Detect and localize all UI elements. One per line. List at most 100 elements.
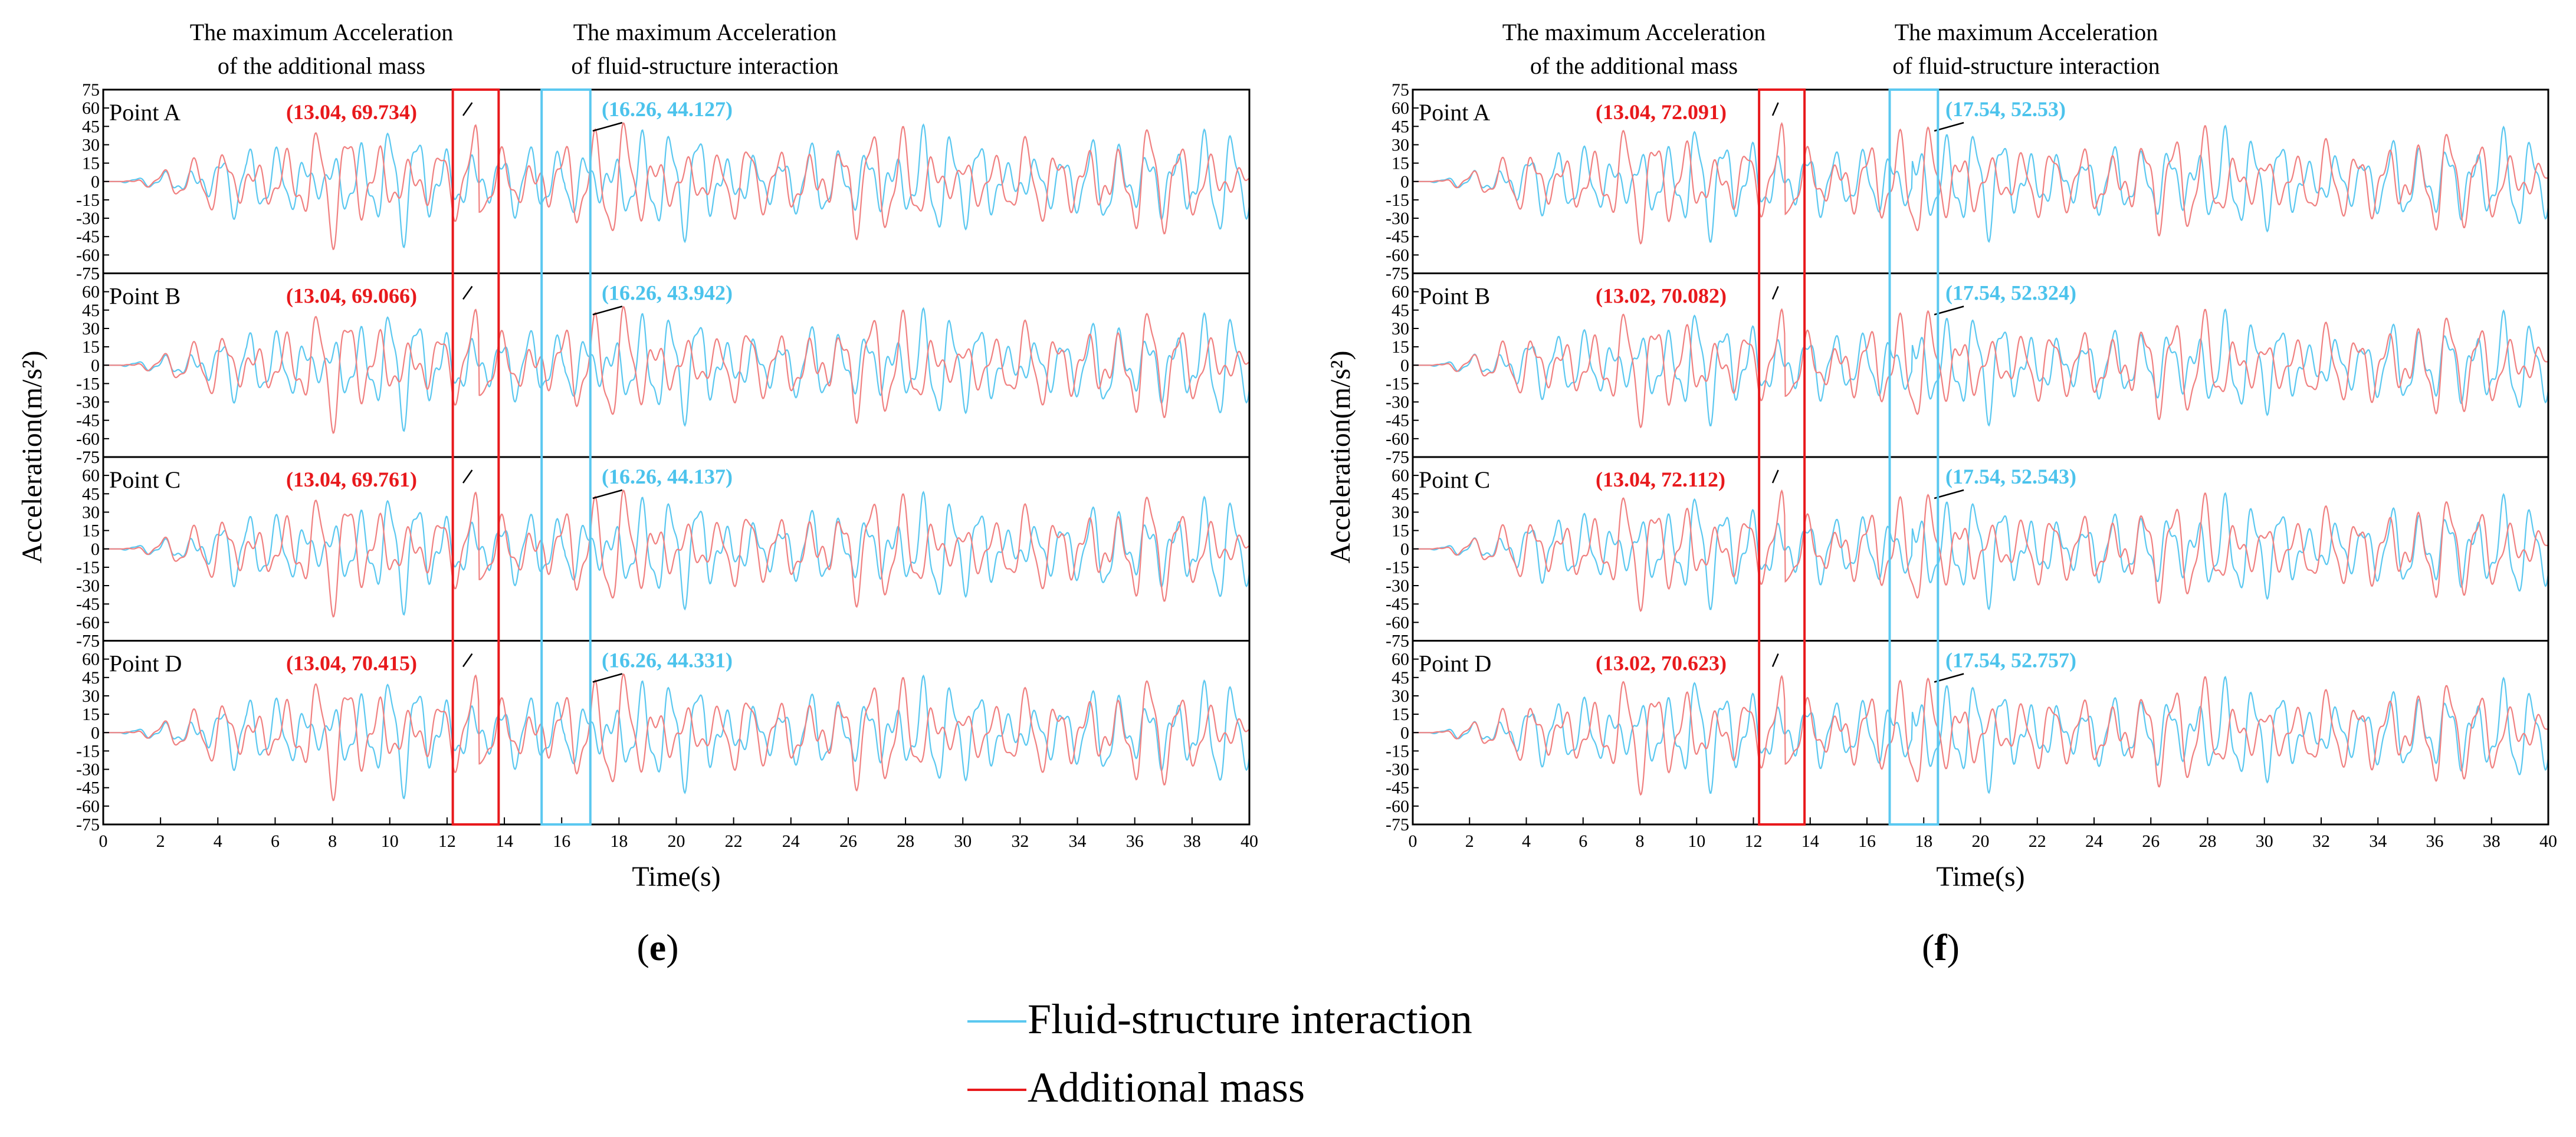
panel-f: The maximum Acceleration of the additiona…	[1325, 19, 2557, 892]
xtick-label: 28	[2199, 832, 2217, 851]
ytick-label: 15	[1392, 705, 1409, 724]
series-line-fsi	[1413, 675, 2548, 794]
series-line-additional-mass	[1413, 308, 2548, 429]
ytick-label: 15	[1392, 521, 1409, 541]
ytick-label: 75	[82, 448, 100, 467]
ytick-label: -15	[76, 190, 100, 210]
ytick-label: -45	[76, 594, 100, 614]
series-line-fsi	[1413, 308, 2548, 427]
xtick-label: 6	[1579, 832, 1587, 851]
annotation-leader-blue	[1934, 305, 1964, 316]
ytick-label: 45	[1392, 668, 1409, 688]
xtick-label: 6	[271, 832, 280, 851]
ytick-label: 30	[82, 686, 100, 706]
annotation-leader-blue	[1934, 673, 1964, 683]
ytick-label: 75	[1392, 80, 1409, 100]
header-fsi-line-2: of fluid-structure interaction	[571, 52, 838, 79]
highlight-window-fsi	[540, 88, 592, 826]
ytick-label: 15	[82, 521, 100, 541]
highlight-window-additional-mass	[451, 88, 500, 826]
ytick-label: -30	[1386, 209, 1409, 228]
annotation-leader-blue	[592, 489, 623, 500]
header-fsi-line-1: The maximum Acceleration	[1895, 19, 2158, 45]
annotation-leader-blue	[592, 121, 623, 132]
xtick-label: 4	[1522, 832, 1531, 851]
ytick-label: -60	[76, 613, 100, 632]
ytick-label: -45	[76, 778, 100, 798]
xtick-label: 12	[1745, 832, 1763, 851]
xtick-label: 18	[610, 832, 628, 851]
ytick-label: 30	[1392, 319, 1409, 339]
panel-caption-f: (f)	[1922, 926, 1960, 968]
xtick-label: 22	[2029, 832, 2046, 851]
ytick-label: -45	[76, 411, 100, 431]
ytick-label: -45	[1386, 227, 1409, 247]
ytick-label: 15	[82, 705, 100, 724]
xtick-label: 4	[214, 832, 222, 851]
annotation-fsi-peak: (17.54, 52.543)	[1945, 465, 2076, 488]
header-fsi-line-2: of fluid-structure interaction	[1892, 52, 2160, 79]
annotation-leader-red	[462, 102, 473, 116]
ytick-label: 45	[1392, 301, 1409, 320]
ytick-label: -45	[1386, 594, 1409, 614]
series-line-fsi	[1413, 124, 2548, 244]
y-axis-title: Acceleration(m/s²)	[1325, 351, 1356, 564]
ytick-label: 30	[1392, 686, 1409, 706]
xtick-label: 30	[2256, 832, 2273, 851]
xtick-label: 26	[839, 832, 857, 851]
annotation-leader-red	[1771, 653, 1779, 667]
ytick-label: 15	[1392, 154, 1409, 173]
ytick-label: 0	[1400, 540, 1409, 559]
annotation-fsi-peak: (17.54, 52.757)	[1945, 649, 2076, 672]
series-line-additional-mass	[103, 305, 1249, 434]
ytick-label: -15	[1386, 374, 1409, 393]
ytick-label: -60	[1386, 245, 1409, 265]
xtick-label: 14	[1801, 832, 1819, 851]
xtick-label: 40	[1241, 832, 1258, 851]
annotation-leader-blue	[1934, 121, 1964, 132]
ytick-label: 60	[1392, 98, 1409, 118]
ytick-label: 0	[1400, 356, 1409, 375]
xtick-label: 20	[668, 832, 685, 851]
ytick-label: 0	[91, 540, 100, 559]
point-label: Point B	[1419, 283, 1490, 310]
xtick-label: 16	[553, 832, 570, 851]
xtick-label: 14	[495, 832, 513, 851]
ytick-label: -75	[1386, 264, 1409, 284]
annotation-leader-blue	[1934, 489, 1964, 500]
ytick-label: -60	[76, 429, 100, 449]
ytick-label: -60	[76, 245, 100, 265]
highlight-window-additional-mass	[1758, 88, 1806, 826]
ytick-label: 75	[82, 80, 100, 100]
ytick-label: -15	[76, 741, 100, 761]
annotation-leader-red	[1771, 286, 1779, 300]
x-axis-title: Time(s)	[632, 861, 720, 892]
series-line-additional-mass	[1413, 489, 2548, 612]
ytick-label: 60	[82, 98, 100, 118]
xtick-label: 32	[2312, 832, 2330, 851]
ytick-label: -30	[1386, 393, 1409, 412]
annotation-leader-red	[462, 653, 473, 668]
point-label: Point A	[1419, 99, 1490, 126]
xtick-label: 24	[782, 832, 800, 851]
xtick-label: 0	[1409, 832, 1417, 851]
point-label: Point D	[1419, 650, 1491, 677]
ytick-label: -15	[76, 558, 100, 577]
xtick-label: 34	[1069, 832, 1087, 851]
xtick-label: 24	[2085, 832, 2103, 851]
ytick-label: -45	[1386, 778, 1409, 798]
header-additional-mass-line-2: of the additional mass	[218, 52, 425, 79]
ytick-label: -60	[76, 797, 100, 816]
ytick-label: -15	[1386, 190, 1409, 210]
point-label: Point B	[109, 283, 181, 310]
series-line-additional-mass	[1413, 675, 2548, 796]
legend-label-mass: Additional mass	[1028, 1064, 1305, 1111]
series-line-fsi	[103, 307, 1249, 432]
annotation-leader-red	[462, 469, 473, 484]
xtick-label: 16	[1858, 832, 1876, 851]
x-axis: 0 2 4 6 8 10 12 14 16 18 20 22 24 26 28 30 32 34 36 38 40	[1409, 817, 2557, 851]
xtick-label: 12	[438, 832, 456, 851]
series-line-fsi	[103, 123, 1249, 248]
